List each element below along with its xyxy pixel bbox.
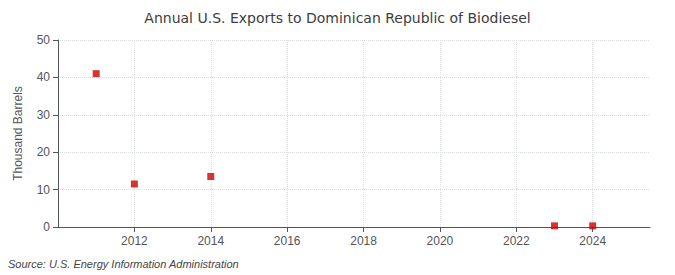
svg-text:Source: U.S. Energy Informatio: Source: U.S. Energy Information Administ… [8,258,239,270]
svg-text:10: 10 [37,183,51,197]
svg-text:20: 20 [37,145,51,159]
svg-text:Annual U.S. Exports to Dominic: Annual U.S. Exports to Dominican Republi… [144,10,530,26]
svg-text:2020: 2020 [427,234,454,248]
svg-text:2014: 2014 [197,234,224,248]
svg-text:Thousand Barrels: Thousand Barrels [11,86,25,181]
svg-text:2018: 2018 [350,234,377,248]
svg-text:40: 40 [37,70,51,84]
svg-text:0: 0 [43,220,50,234]
svg-text:2016: 2016 [274,234,301,248]
svg-text:30: 30 [37,108,51,122]
svg-text:2022: 2022 [503,234,530,248]
svg-text:50: 50 [37,33,51,47]
svg-text:2012: 2012 [121,234,148,248]
svg-text:2024: 2024 [579,234,606,248]
